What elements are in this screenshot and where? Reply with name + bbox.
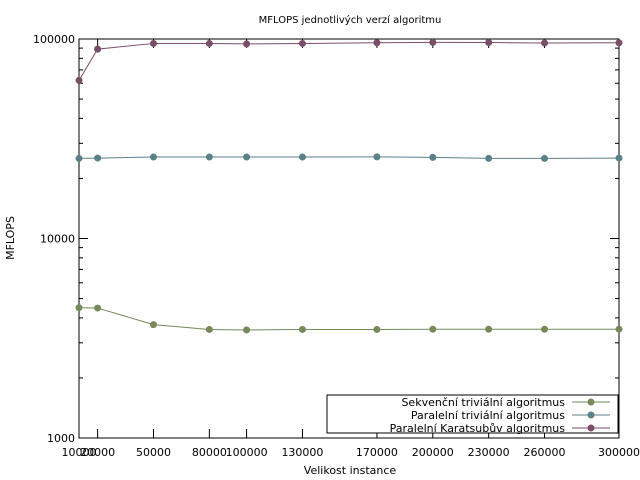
data-point xyxy=(75,76,83,84)
y-tick-label: 100000 xyxy=(33,33,75,46)
x-axis-label: Velikost instance xyxy=(304,464,397,477)
chart-title: MFLOPS jednotlivých verzí algoritmu xyxy=(259,14,442,26)
legend-label: Paralelní Karatsubův algoritmus xyxy=(390,422,566,435)
data-point xyxy=(94,304,102,312)
data-point xyxy=(149,153,157,161)
data-point xyxy=(94,45,102,53)
y-axis-label: MFLOPS xyxy=(4,216,17,260)
data-point xyxy=(541,39,549,47)
data-point xyxy=(298,325,306,333)
data-point xyxy=(149,39,157,47)
x-tick-label: 200000 xyxy=(412,446,454,459)
data-point xyxy=(429,38,437,46)
legend-label: Sekvenční triviální algoritmus xyxy=(401,396,565,409)
x-tick-label: 300000 xyxy=(598,446,640,459)
series-line xyxy=(78,307,619,331)
series-layer xyxy=(75,38,623,334)
x-tick-label: 260000 xyxy=(524,446,566,459)
data-point xyxy=(243,326,251,334)
data-point xyxy=(541,154,549,162)
data-point xyxy=(615,154,623,162)
x-tick-label: 50000 xyxy=(136,446,171,459)
data-point xyxy=(94,154,102,162)
data-point xyxy=(373,39,381,47)
legend-swatch-marker xyxy=(587,398,595,406)
y-tick-label: 10000 xyxy=(40,233,75,246)
data-point xyxy=(149,321,157,329)
legend-swatch-marker xyxy=(587,424,595,432)
data-point xyxy=(298,39,306,47)
data-point xyxy=(205,153,213,161)
data-point xyxy=(485,154,493,162)
series-3 xyxy=(75,38,623,84)
y-axis: 1000 10000 100000 xyxy=(33,33,619,445)
data-point xyxy=(373,325,381,333)
data-point xyxy=(298,153,306,161)
data-point xyxy=(243,153,251,161)
x-tick-label: 20000 xyxy=(80,446,115,459)
y-tick-label: 1000 xyxy=(47,432,75,445)
data-point xyxy=(429,325,437,333)
x-tick-label: 230000 xyxy=(468,446,510,459)
data-point xyxy=(75,154,83,162)
data-point xyxy=(615,39,623,47)
data-point xyxy=(75,304,83,312)
data-point xyxy=(243,40,251,48)
x-tick-label: 80000 xyxy=(192,446,227,459)
series-line xyxy=(78,41,620,81)
data-point xyxy=(485,39,493,47)
series-2 xyxy=(75,153,623,162)
data-point xyxy=(205,325,213,333)
data-point xyxy=(373,153,381,161)
legend-swatch-marker xyxy=(587,411,595,419)
data-point xyxy=(205,39,213,47)
plot-frame xyxy=(78,38,620,439)
legend-label: Paralelní triviální algoritmus xyxy=(411,409,565,422)
legend-box xyxy=(326,394,619,434)
data-point xyxy=(429,153,437,161)
data-point xyxy=(485,325,493,333)
x-tick-label: 10000 xyxy=(62,446,97,459)
x-tick-label: 100000 xyxy=(226,446,268,459)
series-line xyxy=(78,156,620,159)
x-tick-label: 170000 xyxy=(356,446,398,459)
data-point xyxy=(615,325,623,333)
legend: Sekvenční triviální algoritmusParalelní … xyxy=(326,394,619,435)
x-tick-label: 130000 xyxy=(281,446,323,459)
series-1 xyxy=(75,304,623,334)
data-point xyxy=(541,325,549,333)
